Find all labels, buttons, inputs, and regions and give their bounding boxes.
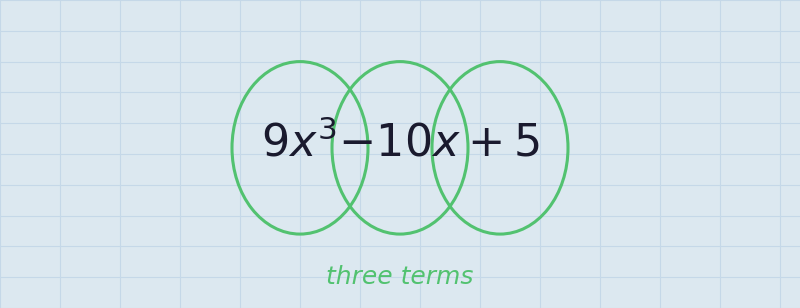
Text: three terms: three terms [326, 265, 474, 289]
Text: $9x^3$$ - 10x + 5$: $9x^3$$ - 10x + 5$ [261, 121, 539, 165]
